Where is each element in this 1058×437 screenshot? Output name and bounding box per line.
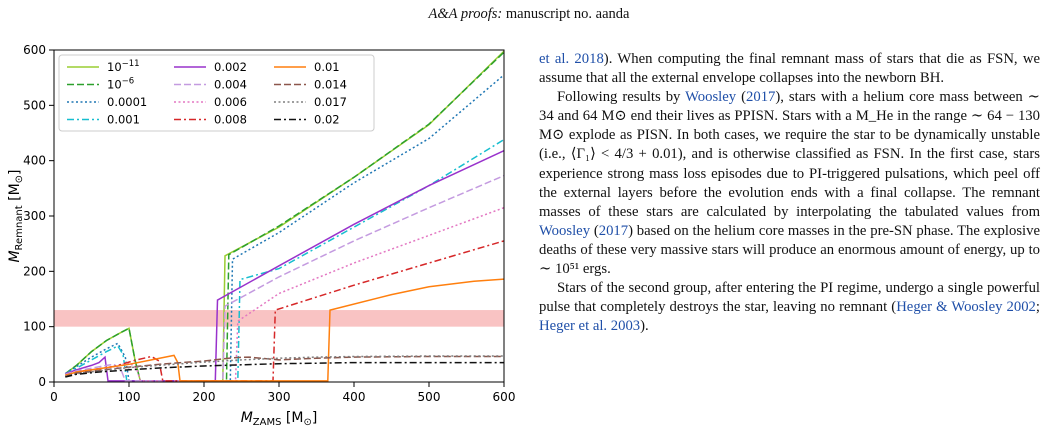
x-tick-label: 300 bbox=[268, 390, 291, 404]
series-line-6 bbox=[65, 206, 504, 382]
legend-label: 0.014 bbox=[314, 78, 347, 92]
legend-label: 0.002 bbox=[214, 60, 247, 74]
series-line-11 bbox=[65, 361, 504, 378]
pisn-mass-gap-band bbox=[54, 310, 504, 327]
page-header: A&A proofs: manuscript no. aanda bbox=[0, 6, 1058, 23]
text-run: Following results by bbox=[557, 89, 686, 106]
series-line-5 bbox=[65, 174, 504, 382]
y-tick-label: 300 bbox=[23, 209, 46, 223]
legend-label: 0.0001 bbox=[107, 95, 147, 109]
text-run: ). bbox=[640, 318, 649, 335]
remnant-mass-figure: 0 100 200 300 400 500 600 0 100 200 300 400 500 600 MZ… bbox=[0, 40, 520, 437]
series-line-9 bbox=[65, 355, 504, 378]
paragraph-3: Stars of the second group, after enterin… bbox=[539, 279, 1040, 336]
x-tick-label: 400 bbox=[343, 390, 366, 404]
x-tick-label: 100 bbox=[118, 390, 141, 404]
text-run: ) based on the helium core masses in the… bbox=[539, 222, 1040, 278]
legend-label: 0.017 bbox=[314, 95, 347, 109]
citation-link[interactable]: Heger et al. 2003 bbox=[539, 318, 641, 335]
y-tick-label: 500 bbox=[23, 98, 46, 112]
manuscript-label: manuscript no. aanda bbox=[502, 6, 630, 22]
series-line-8 bbox=[65, 278, 504, 382]
x-tick-label: 200 bbox=[193, 390, 216, 404]
y-tick-label: 0 bbox=[38, 375, 46, 389]
y-tick-label: 200 bbox=[23, 264, 46, 278]
y-tick-label: 400 bbox=[23, 154, 46, 168]
paragraph-2: Following results by Woosley (2017), sta… bbox=[539, 88, 1040, 279]
legend-label: 0.006 bbox=[214, 95, 247, 109]
remnant-mass-chart: 0 100 200 300 400 500 600 0 100 200 300 400 500 600 MZ… bbox=[7, 43, 516, 428]
citation-link[interactable]: Woosley bbox=[685, 89, 737, 106]
text-run: ( bbox=[736, 89, 747, 106]
citation-link[interactable]: 2017 bbox=[746, 89, 776, 106]
x-tick-label: 0 bbox=[50, 390, 58, 404]
series-line-10 bbox=[65, 355, 504, 378]
citation-link[interactable]: 2017 bbox=[598, 222, 629, 239]
y-axis-label: MRemnant [M⊙] bbox=[7, 169, 25, 262]
citation-link[interactable]: Woosley bbox=[539, 222, 591, 239]
x-tick-label: 600 bbox=[493, 390, 516, 404]
x-tick-label: 500 bbox=[418, 390, 441, 404]
body-text: et al. 2018). When computing the final r… bbox=[539, 50, 1040, 336]
journal-name: A&A proofs: bbox=[428, 6, 503, 22]
legend-box bbox=[58, 54, 375, 132]
legend-label: 0.001 bbox=[107, 113, 140, 127]
citation-link[interactable]: Heger & Woosley 2002 bbox=[896, 299, 1036, 316]
legend-label: 0.004 bbox=[214, 78, 247, 92]
y-tick-label: 600 bbox=[23, 43, 46, 57]
legend-label: 0.008 bbox=[214, 113, 247, 127]
x-axis-label: MZAMS [M⊙] bbox=[241, 410, 318, 428]
text-run: ), stars with a helium core mass between… bbox=[539, 89, 1040, 220]
legend-label: 0.01 bbox=[314, 60, 340, 74]
citation-link[interactable]: et al. 2018 bbox=[539, 51, 604, 67]
legend-label: 0.02 bbox=[314, 113, 340, 127]
text-run: ; bbox=[1035, 299, 1040, 316]
y-tick-label: 100 bbox=[23, 320, 46, 334]
paragraph-1: et al. 2018). When computing the final r… bbox=[539, 50, 1040, 88]
text-run: ). When computing the final remnant mass… bbox=[539, 51, 1040, 87]
text-run: ( bbox=[590, 222, 599, 239]
text-run: Stars of the second group, after enterin… bbox=[539, 280, 1040, 316]
